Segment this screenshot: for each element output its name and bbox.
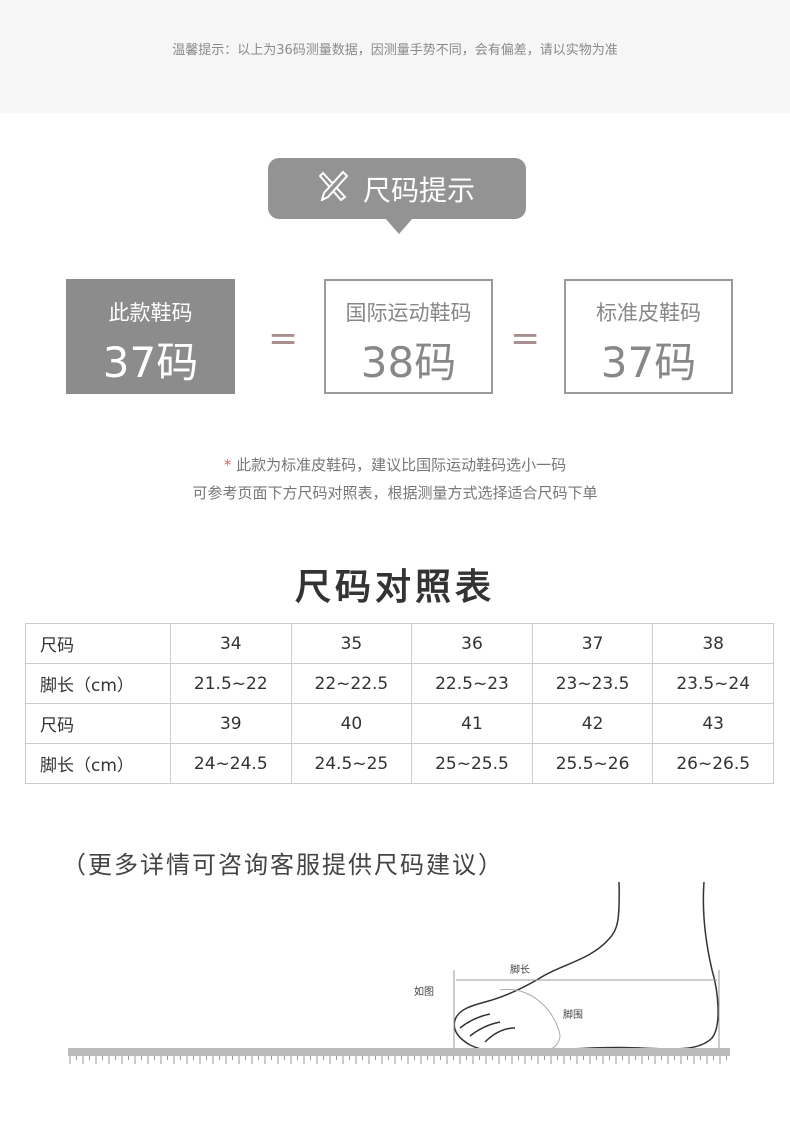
table-cell: 40 xyxy=(290,703,413,744)
top-note: 温馨提示：以上为36码测量数据，因测量手势不同，会有偏差，请以实物为准 xyxy=(172,43,618,58)
table-row: 脚长（cm） 21.5~22 22~22.5 22.5~23 23~23.5 23.5~2… xyxy=(25,663,774,704)
table-cell: 24~24.5 xyxy=(170,743,292,784)
equals-sign: = xyxy=(510,318,541,359)
table-cell: 39 xyxy=(170,703,292,744)
table-cell: 25.5~26 xyxy=(531,743,654,784)
box-label: 标准皮鞋码 xyxy=(596,301,701,325)
table-cell: 22.5~23 xyxy=(411,663,533,704)
table-cell: 21.5~22 xyxy=(170,663,292,704)
size-tip-badge: 尺码提示 xyxy=(268,158,526,234)
box-size: 37码 xyxy=(600,338,697,387)
table-cell: 26~26.5 xyxy=(652,743,774,784)
table-cell: 22~22.5 xyxy=(290,663,413,704)
table-cell: 36 xyxy=(411,623,533,664)
asterisk: * xyxy=(223,456,232,474)
table-cell: 23~23.5 xyxy=(531,663,654,704)
note-line-2: 可参考页面下方尺码对照表，根据测量方式选择适合尺码下单 xyxy=(192,484,598,502)
box-size: 38码 xyxy=(360,338,457,387)
table-cell: 34 xyxy=(170,623,292,664)
note-line-1: 此款为标准皮鞋码，建议比国际运动鞋码选小一码 xyxy=(236,456,567,474)
foot-length-label: 脚长 xyxy=(510,963,530,976)
row-header: 尺码 xyxy=(25,703,171,744)
table-cell: 38 xyxy=(652,623,774,664)
badge-label: 尺码提示 xyxy=(362,173,475,207)
table-cell: 41 xyxy=(411,703,533,744)
table-cell: 35 xyxy=(290,623,413,664)
size-chart-title: 尺码对照表 xyxy=(294,567,495,608)
box-label: 此款鞋码 xyxy=(108,301,193,325)
size-chart-table: 尺码 34 35 36 37 38 脚长（cm） 21.5~22 22~22.5 22.5~23 2… xyxy=(25,623,774,784)
as-shown-label: 如图 xyxy=(414,985,434,998)
table-cell: 24.5~25 xyxy=(290,743,413,784)
table-row: 脚长（cm） 24~24.5 24.5~25 25~25.5 25.5~26 26~26.… xyxy=(25,743,774,784)
row-header: 脚长（cm） xyxy=(25,743,171,784)
top-banner xyxy=(0,0,790,113)
row-header: 脚长（cm） xyxy=(25,663,171,704)
table-cell: 25~25.5 xyxy=(411,743,533,784)
table-row: 尺码 39 40 41 42 43 xyxy=(25,703,774,744)
foot-girth-label: 脚围 xyxy=(563,1008,583,1021)
ruler-pencil-icon xyxy=(318,169,349,208)
size-notes: * 此款为标准皮鞋码，建议比国际运动鞋码选小一码 可参考页面下方尺码对照表，根据… xyxy=(0,451,790,507)
this-shoe-size-box: 此款鞋码 37码 xyxy=(66,279,235,394)
foot-measure-diagram: 脚长 如图 脚围 xyxy=(68,881,730,1064)
table-row: 尺码 34 35 36 37 38 xyxy=(25,623,774,664)
table-cell: 43 xyxy=(652,703,774,744)
equals-sign: = xyxy=(268,318,299,359)
standard-leather-size-box: 标准皮鞋码 37码 xyxy=(564,279,733,394)
table-cell: 42 xyxy=(531,703,654,744)
table-cell: 37 xyxy=(531,623,654,664)
intl-sport-size-box: 国际运动鞋码 38码 xyxy=(324,279,493,394)
box-size: 37码 xyxy=(102,338,199,387)
row-header: 尺码 xyxy=(25,623,171,664)
more-info-note: （更多详情可咨询客服提供尺码建议） xyxy=(62,851,504,879)
table-cell: 23.5~24 xyxy=(652,663,774,704)
box-label: 国际运动鞋码 xyxy=(345,301,472,325)
